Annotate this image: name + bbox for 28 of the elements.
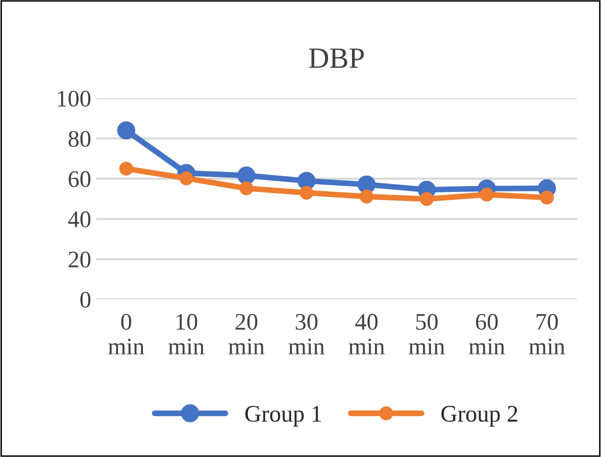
point: [358, 175, 376, 194]
point: [360, 190, 374, 204]
y-tick-label: 40: [68, 211, 90, 228]
chart-title: DBP: [309, 48, 364, 68]
legend-label: Group 1: [245, 406, 321, 427]
x-tick-label: 50 min: [408, 314, 445, 354]
point: [179, 171, 194, 186]
x-tick-label: 30 min: [288, 314, 325, 354]
legend-label: Group 2: [441, 406, 518, 427]
x-tick-label: 60 min: [468, 314, 505, 354]
y-tick-label: 0: [80, 292, 90, 308]
point: [237, 166, 256, 184]
y-tick-label: 80: [68, 130, 90, 147]
point: [119, 162, 134, 176]
x-tick-label: 70 min: [529, 314, 565, 354]
y-tick-label: 20: [68, 252, 90, 268]
y-tick-label: 60: [68, 171, 90, 188]
x-tick-label: 0 min: [108, 314, 144, 354]
x-tick-label: 10 min: [168, 314, 204, 354]
point: [420, 192, 434, 206]
point: [300, 186, 314, 200]
point: [239, 181, 254, 196]
point: [117, 121, 136, 140]
y-tick-label: 100: [58, 90, 90, 107]
x-tick-label: 20 min: [228, 314, 264, 354]
point: [480, 188, 494, 202]
point: [540, 190, 554, 205]
x-tick-label: 40 min: [348, 314, 385, 354]
